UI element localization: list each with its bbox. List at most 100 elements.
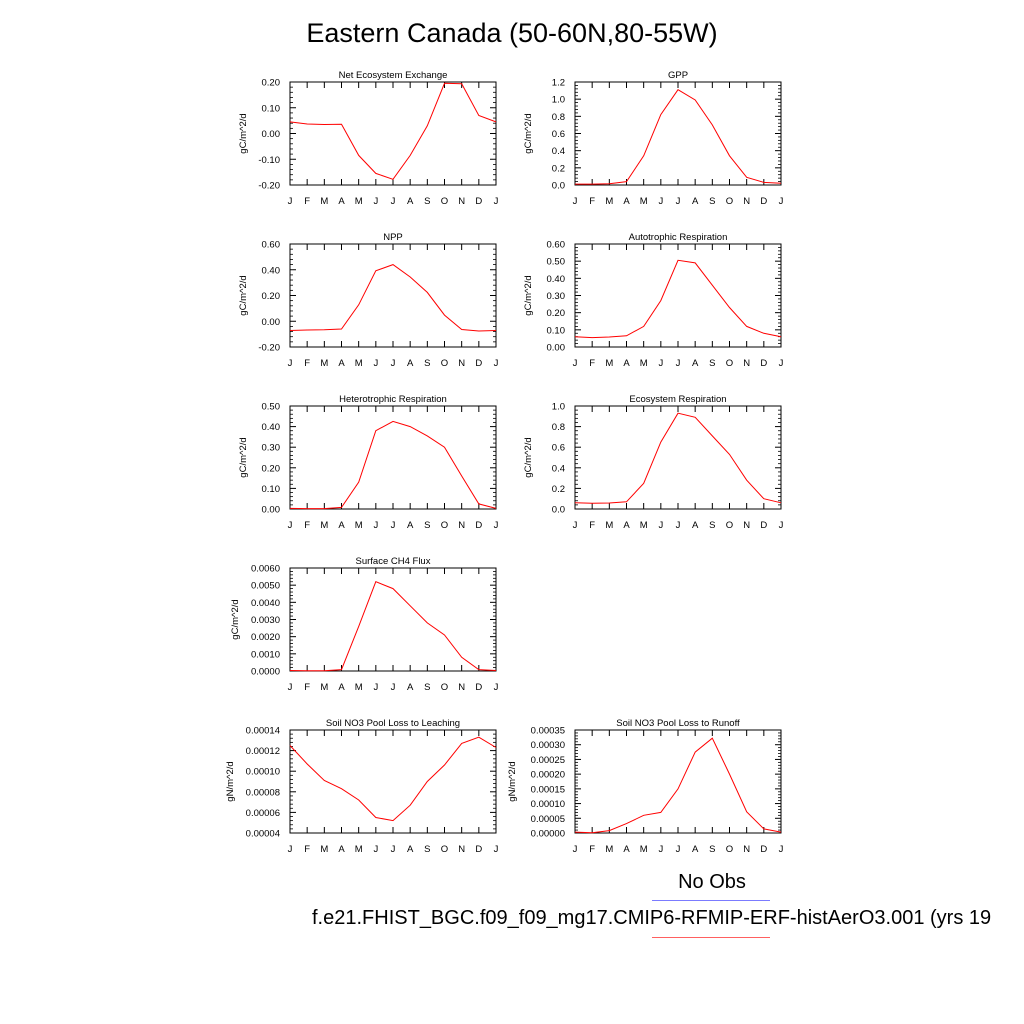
- x-tick-label: O: [726, 196, 733, 207]
- y-tick-label: 0.50: [547, 257, 566, 268]
- y-axis-label: gN/m^2/d: [225, 761, 236, 801]
- x-tick-label: A: [692, 844, 699, 855]
- x-tick-label: J: [288, 520, 293, 531]
- x-tick-label: M: [320, 682, 328, 693]
- x-tick-label: J: [494, 196, 499, 207]
- y-tick-label: 0.40: [262, 422, 281, 433]
- x-tick-label: J: [676, 358, 681, 369]
- x-tick-label: D: [475, 196, 482, 207]
- y-tick-label: 0.00025: [531, 755, 565, 766]
- series-line: [574, 412, 782, 504]
- x-tick-label: J: [779, 520, 784, 531]
- x-tick-label: O: [441, 682, 448, 693]
- x-tick-label: D: [475, 682, 482, 693]
- chart-title: Ecosystem Respiration: [629, 394, 726, 405]
- y-tick-label: 0.20: [547, 308, 566, 319]
- y-tick-label: 0.2: [552, 163, 565, 174]
- x-tick-label: M: [355, 196, 363, 207]
- x-tick-label: J: [658, 844, 663, 855]
- x-tick-label: J: [676, 196, 681, 207]
- y-tick-label: 0.0060: [251, 564, 280, 575]
- x-tick-label: J: [288, 196, 293, 207]
- x-tick-label: S: [424, 358, 430, 369]
- x-tick-label: J: [373, 682, 378, 693]
- y-tick-label: 0.30: [262, 443, 281, 454]
- x-tick-label: J: [373, 358, 378, 369]
- x-tick-label: O: [441, 196, 448, 207]
- y-axis-label: gN/m^2/d: [507, 761, 518, 801]
- y-tick-label: 0.0030: [251, 615, 280, 626]
- plot-frame: [574, 81, 782, 186]
- y-tick-label: 0.2: [552, 484, 565, 495]
- x-tick-label: A: [407, 520, 414, 531]
- x-tick-label: F: [304, 844, 310, 855]
- x-tick-label: D: [760, 844, 767, 855]
- x-tick-label: S: [424, 520, 430, 531]
- chart-panel: Soil NO3 Pool Loss to Leaching gN/m^2/d 0.…: [225, 718, 499, 855]
- x-tick-label: A: [623, 520, 630, 531]
- x-tick-label: F: [589, 196, 595, 207]
- x-tick-label: M: [605, 358, 613, 369]
- series-line: [289, 264, 497, 332]
- y-tick-label: 1.0: [552, 95, 565, 106]
- y-tick-label: 0.4: [552, 146, 565, 157]
- x-tick-label: N: [743, 196, 750, 207]
- series-line: [289, 82, 497, 180]
- y-tick-label: 0.0010: [251, 649, 280, 660]
- y-tick-label: 0.8: [552, 112, 565, 123]
- y-tick-label: 0.00015: [531, 784, 565, 795]
- x-tick-label: M: [320, 844, 328, 855]
- legend-label: No Obs: [678, 871, 746, 893]
- x-tick-label: M: [605, 844, 613, 855]
- y-tick-label: 0.00012: [246, 746, 280, 757]
- y-tick-label: 0.20: [262, 291, 281, 302]
- series-line: [575, 89, 782, 185]
- x-tick-label: O: [441, 358, 448, 369]
- chart-title: Surface CH4 Flux: [356, 556, 431, 567]
- y-tick-label: 0.10: [547, 325, 566, 336]
- x-tick-label: F: [304, 358, 310, 369]
- x-tick-label: N: [743, 358, 750, 369]
- x-tick-label: A: [623, 196, 630, 207]
- legend-line-obs: [652, 900, 770, 901]
- plot-frame: [289, 567, 497, 672]
- x-tick-label: M: [355, 358, 363, 369]
- x-tick-label: F: [589, 358, 595, 369]
- x-tick-label: M: [605, 520, 613, 531]
- y-tick-label: 0.10: [262, 103, 281, 114]
- y-tick-label: 0.00010: [531, 799, 565, 810]
- x-tick-label: J: [779, 358, 784, 369]
- y-tick-label: 0.0: [552, 505, 565, 516]
- y-tick-label: 0.00: [262, 317, 281, 328]
- y-tick-label: 0.0: [552, 181, 565, 192]
- x-tick-label: M: [320, 520, 328, 531]
- x-tick-label: A: [407, 358, 414, 369]
- x-tick-label: A: [692, 520, 699, 531]
- x-tick-label: S: [424, 682, 430, 693]
- x-tick-label: F: [304, 520, 310, 531]
- chart-panel: Soil NO3 Pool Loss to Runoff gN/m^2/d 0.00…: [507, 718, 784, 855]
- y-tick-label: 0.00020: [531, 770, 565, 781]
- x-tick-label: J: [494, 358, 499, 369]
- y-tick-label: -0.20: [258, 181, 280, 192]
- x-tick-label: A: [338, 844, 345, 855]
- x-tick-label: J: [676, 520, 681, 531]
- y-tick-label: 0.60: [262, 240, 281, 251]
- y-tick-label: 0.00: [547, 343, 566, 354]
- x-tick-label: S: [709, 196, 715, 207]
- x-tick-label: O: [441, 844, 448, 855]
- y-tick-label: 0.30: [547, 291, 566, 302]
- x-tick-label: A: [407, 196, 414, 207]
- x-tick-label: A: [623, 844, 630, 855]
- chart-panel: Ecosystem Respiration gC/m^2/d 1.0 0.8 0.6 0.…: [523, 394, 784, 531]
- plot-frame: [574, 405, 782, 510]
- y-tick-label: 0.0000: [251, 667, 280, 678]
- series-line: [289, 420, 497, 510]
- y-tick-label: 1.0: [552, 402, 565, 413]
- plot-frame: [289, 729, 497, 834]
- y-tick-label: 1.2: [552, 78, 565, 89]
- x-tick-label: J: [391, 844, 396, 855]
- y-tick-label: 0.00014: [246, 726, 280, 737]
- x-tick-label: J: [779, 844, 784, 855]
